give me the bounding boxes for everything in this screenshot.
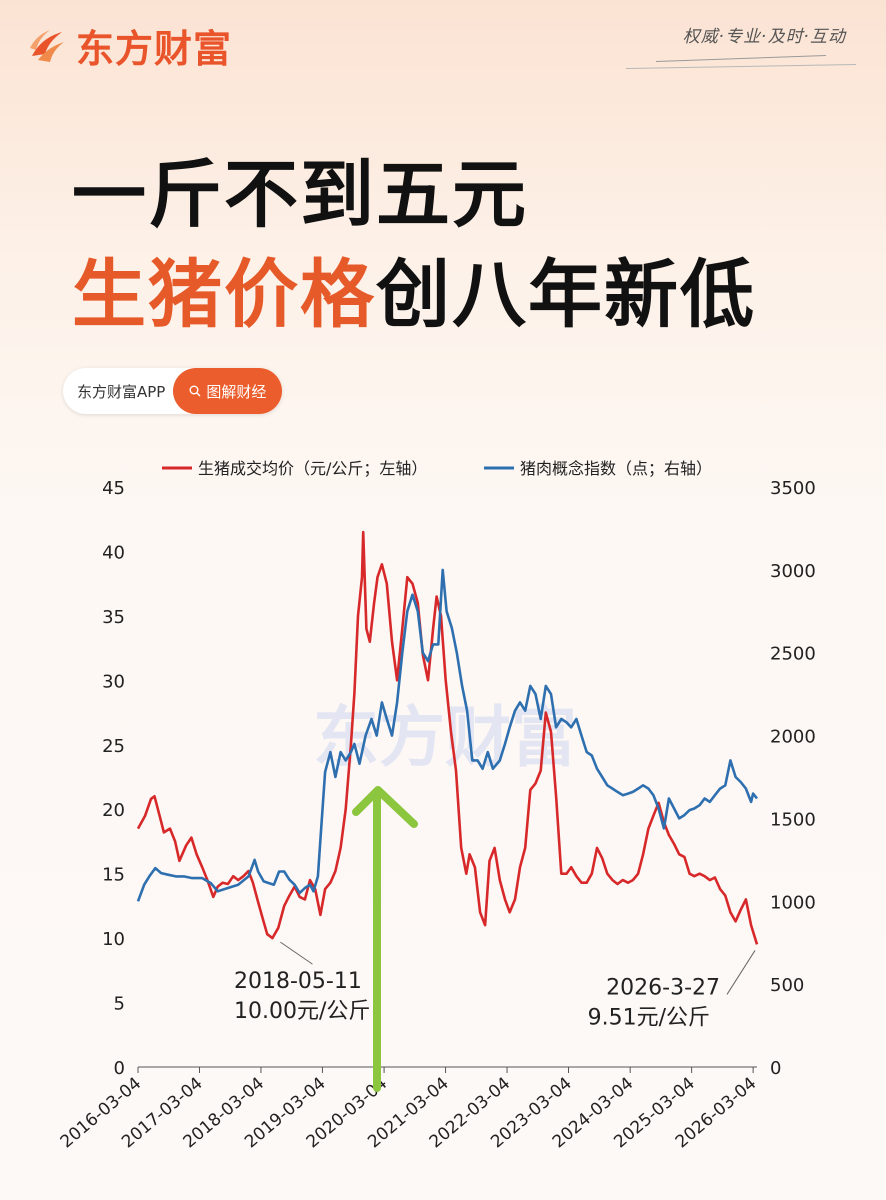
slogan-underline xyxy=(626,63,856,70)
slogan-underline xyxy=(656,55,826,62)
y-left-tick-label: 25 xyxy=(102,736,125,757)
headline-rest: 创八年新低 xyxy=(376,252,756,338)
y-right-tick-label: 2500 xyxy=(770,644,816,665)
y-left-tick-label: 10 xyxy=(102,929,125,950)
y-right-tick-label: 3000 xyxy=(770,561,816,582)
y-right-tick-label: 3500 xyxy=(770,478,816,499)
slogan: 权威·专业·及时·互动 xyxy=(682,27,846,47)
y-right-tick-label: 1000 xyxy=(770,892,816,913)
arrow-head xyxy=(352,786,418,828)
brand-logo: 东方财富 xyxy=(28,18,232,73)
headline-line-1: 一斤不到五元 xyxy=(72,152,528,238)
annotation-leader xyxy=(726,950,756,995)
chart-watermark: 东方财富 xyxy=(313,699,577,776)
pork-index-line xyxy=(136,568,759,902)
y-left-tick-label: 15 xyxy=(102,865,125,886)
y-left-tick-label: 20 xyxy=(102,800,125,821)
annotation-date: 2018-05-11 xyxy=(234,969,362,994)
y-left-tick-label: 35 xyxy=(102,607,125,628)
brand-name: 东方财富 xyxy=(76,27,233,71)
annotation-value: 9.51元/公斤 xyxy=(588,1005,710,1030)
source-pill: 东方财富APP 图解财经 xyxy=(63,368,283,414)
y-left-tick-label: 5 xyxy=(114,994,125,1015)
headline-accent: 生猪价格 xyxy=(72,252,376,338)
annotation-leader xyxy=(280,941,313,965)
y-right-tick-label: 0 xyxy=(770,1058,781,1079)
pork-price-chart: 东方财富 0 5 10 15 20 25 30 35 40 45 0 500 1000 1500 2000 25… xyxy=(57,459,816,1152)
graphic-finance-button[interactable]: 图解财经 xyxy=(173,368,283,414)
y-left-tick-label: 40 xyxy=(102,542,125,563)
search-icon xyxy=(189,385,201,397)
legend-label: 猪肉概念指数（点；右轴） xyxy=(520,459,712,478)
annotation-date: 2026-3-27 xyxy=(606,975,720,1000)
brand-flame-icon xyxy=(30,29,64,62)
y-left-tick-label: 0 xyxy=(114,1058,125,1079)
y-left-tick-label: 30 xyxy=(102,671,125,692)
y-right-tick-label: 500 xyxy=(770,975,804,996)
annotation-value: 10.00元/公斤 xyxy=(234,999,370,1024)
y-right-tick-label: 1500 xyxy=(770,809,816,830)
graphic-finance-label: 图解财经 xyxy=(206,382,267,401)
source-label: 东方财富APP xyxy=(77,382,166,401)
y-left-tick-label: 45 xyxy=(102,478,125,499)
y-right-tick-label: 2000 xyxy=(770,727,816,748)
legend-label: 生猪成交均价（元/公斤；左轴） xyxy=(198,459,427,478)
headline-line-2: 生猪价格创八年新低 xyxy=(72,235,756,342)
